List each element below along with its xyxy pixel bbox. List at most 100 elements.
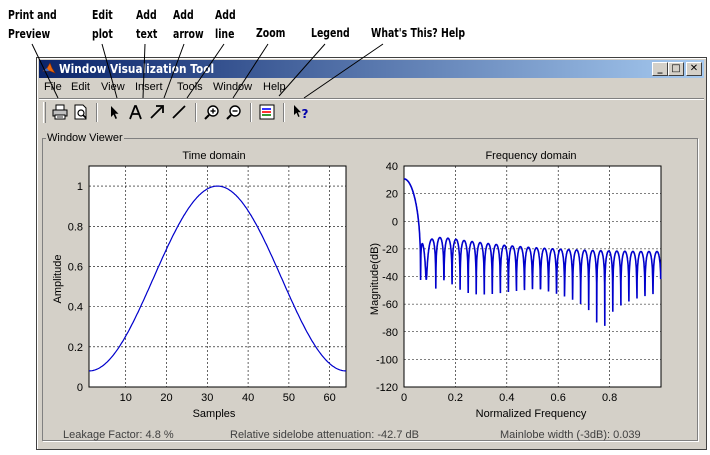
window-viewer-label: Window Viewer xyxy=(46,131,124,145)
menu-edit[interactable]: Edit xyxy=(71,81,90,93)
whats-this-button[interactable]: ? xyxy=(291,102,311,122)
time-domain-yticks: 0 0.2 0.4 0.6 0.8 1 xyxy=(68,181,83,394)
frequency-domain-ylabel: Magnitude(dB) xyxy=(369,243,381,315)
app-window: Window Visualization Tool _ □ ✕ File Edi… xyxy=(36,57,707,450)
zoom-out-button[interactable] xyxy=(224,102,244,122)
x-tick-label: 60 xyxy=(324,392,336,404)
add-text-button[interactable] xyxy=(125,102,145,122)
callout-add-line: Add line xyxy=(215,8,236,41)
x-tick-label: 10 xyxy=(120,392,132,404)
x-tick-label: 0.2 xyxy=(448,392,463,404)
maximize-button[interactable]: □ xyxy=(668,62,684,76)
toolbar: ? xyxy=(39,98,704,126)
add-text-icon xyxy=(129,105,142,120)
arrow-add-arrow xyxy=(163,43,185,99)
y-tick-label: 0.8 xyxy=(68,221,83,233)
x-tick-label: 0.8 xyxy=(602,392,617,404)
frequency-domain-curve xyxy=(404,178,662,326)
y-tick-label: 20 xyxy=(386,189,398,201)
arrow-whats-this xyxy=(303,43,384,99)
frequency-domain-title: Frequency domain xyxy=(485,150,576,162)
leakage-factor-readout: Leakage Factor: 4.8 % xyxy=(63,429,174,441)
toolbar-grip[interactable] xyxy=(43,102,46,123)
whats-this-help-icon: ? xyxy=(294,105,309,121)
time-domain-axes[interactable] xyxy=(88,165,347,388)
y-tick-label: -40 xyxy=(382,272,398,284)
legend-icon xyxy=(259,104,275,120)
y-tick-label: -60 xyxy=(382,299,398,311)
svg-text:?: ? xyxy=(302,107,309,121)
window-title: Window Visualization Tool xyxy=(59,62,215,76)
print-button[interactable] xyxy=(50,102,70,122)
zoom-in-icon xyxy=(204,105,219,120)
x-tick-label: 40 xyxy=(242,392,254,404)
menu-insert[interactable]: Insert xyxy=(135,81,163,93)
callout-whats-this: What's This? Help xyxy=(371,26,466,40)
print-icon xyxy=(52,104,68,120)
x-tick-label: 0.6 xyxy=(551,392,566,404)
y-tick-label: -100 xyxy=(376,354,398,366)
arrow-zoom xyxy=(232,43,269,99)
time-domain-xticks: 10 20 30 40 50 60 xyxy=(120,392,336,404)
callout-add-arrow: Add arrow xyxy=(173,8,204,41)
x-tick-label: 50 xyxy=(283,392,295,404)
window-viewer-panel: Window Viewer xyxy=(42,131,698,441)
toolbar-separator xyxy=(250,103,252,122)
y-tick-label: 1 xyxy=(77,181,83,193)
print-preview-icon xyxy=(74,104,87,120)
arrow-legend xyxy=(278,43,326,97)
frequency-domain-xticks: 0 0.2 0.4 0.6 0.8 xyxy=(401,392,617,404)
arrow-add-line xyxy=(186,43,225,99)
y-tick-label: 0.2 xyxy=(68,342,83,354)
time-domain-ylabel: Amplitude xyxy=(52,255,64,304)
arrow-print-preview xyxy=(31,43,59,99)
y-tick-label: -120 xyxy=(376,382,398,394)
y-tick-label: 0 xyxy=(77,382,83,394)
add-arrow-icon xyxy=(150,105,164,119)
callout-legend: Legend xyxy=(311,26,350,40)
minimize-button[interactable]: _ xyxy=(652,62,668,76)
plots-canvas: Time domain 10 20 30 40 50 60 00.20.40.60.81 … xyxy=(52,150,662,420)
x-tick-label: 20 xyxy=(160,392,172,404)
sidelobe-attenuation-readout: Relative sidelobe attenuation: -42.7 dB xyxy=(230,429,419,441)
mainlobe-width-readout: Mainlobe width (-3dB): 0.039 xyxy=(500,429,641,441)
zoom-out-icon xyxy=(226,105,241,120)
callout-zoom: Zoom xyxy=(256,26,286,40)
time-domain-title: Time domain xyxy=(182,150,245,162)
x-tick-label: 0.4 xyxy=(499,392,514,404)
add-line-button[interactable] xyxy=(169,102,189,122)
toolbar-separator xyxy=(283,103,285,122)
y-tick-label: 0.6 xyxy=(68,261,83,273)
frequency-domain-xlabel: Normalized Frequency xyxy=(476,408,587,420)
y-tick-label: -80 xyxy=(382,327,398,339)
x-tick-label: 30 xyxy=(201,392,213,404)
title-bar[interactable]: Window Visualization Tool _ □ ✕ xyxy=(39,60,704,78)
zoom-in-button[interactable] xyxy=(202,102,222,122)
arrow-add-text xyxy=(142,43,146,99)
frequency-domain-grid xyxy=(404,166,661,387)
menu-view[interactable]: View xyxy=(101,81,125,93)
callout-print-preview: Print and Preview xyxy=(8,8,57,41)
x-tick-label: 0 xyxy=(401,392,407,404)
add-arrow-button[interactable] xyxy=(147,102,167,122)
y-tick-label: -20 xyxy=(382,244,398,256)
y-tick-label: 0 xyxy=(392,216,398,228)
time-domain-curve xyxy=(89,185,346,372)
menu-help[interactable]: Help xyxy=(263,81,286,93)
frequency-domain-yticks: 40 20 0 -20 -40 -60 -80 -100 -120 xyxy=(376,161,398,394)
add-line-icon xyxy=(172,105,186,119)
legend-button[interactable] xyxy=(257,102,277,122)
callout-edit-plot: Edit plot xyxy=(92,8,113,41)
callout-add-text: Add text xyxy=(136,8,158,41)
arrow-edit-plot xyxy=(101,43,118,99)
time-domain-xlabel: Samples xyxy=(193,408,236,420)
toolbar-separator xyxy=(195,103,197,122)
toolbar-separator xyxy=(96,103,98,122)
y-tick-label: 40 xyxy=(386,161,398,173)
edit-plot-button[interactable] xyxy=(104,102,124,122)
y-tick-label: 0.4 xyxy=(68,302,83,314)
close-button[interactable]: ✕ xyxy=(686,62,702,76)
edit-plot-arrow-icon xyxy=(111,106,119,119)
print-preview-button[interactable] xyxy=(71,102,91,122)
